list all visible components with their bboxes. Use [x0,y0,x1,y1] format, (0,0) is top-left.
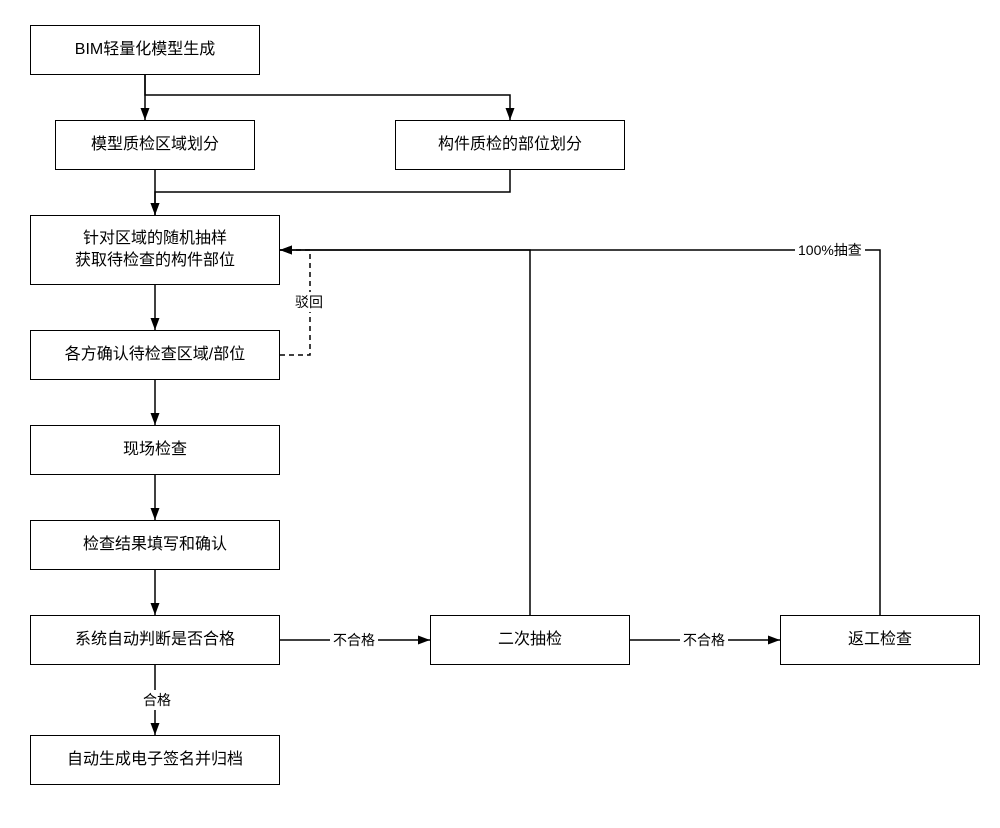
edge-label: 100%抽查 [795,240,865,260]
flow-node-n6: 现场检查 [30,425,280,475]
edge-label: 不合格 [330,630,378,650]
flow-node-n5: 各方确认待检查区域/部位 [30,330,280,380]
flow-node-n10: 二次抽检 [430,615,630,665]
flow-node-n3: 构件质检的部位划分 [395,120,625,170]
flow-node-n1: BIM轻量化模型生成 [30,25,260,75]
flowchart-canvas: BIM轻量化模型生成模型质检区域划分 构件质检的部位划分针对区域的随机抽样 获取待… [0,0,1000,828]
flow-node-n8: 系统自动判断是否合格 [30,615,280,665]
edge-label: 不合格 [680,630,728,650]
flow-node-n2: 模型质检区域划分 [55,120,255,170]
flow-node-n7: 检查结果填写和确认 [30,520,280,570]
edge-label: 驳回 [292,292,326,312]
flow-node-n11: 返工检查 [780,615,980,665]
flow-node-n9: 自动生成电子签名并归档 [30,735,280,785]
edge-label: 合格 [140,690,174,710]
flow-node-n4: 针对区域的随机抽样 获取待检查的构件部位 [30,215,280,285]
